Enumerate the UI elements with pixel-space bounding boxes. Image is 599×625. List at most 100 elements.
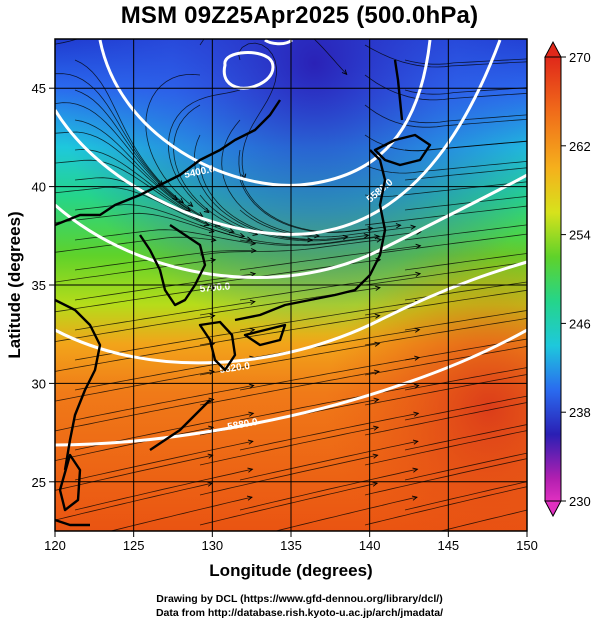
y-tick-label: 45 bbox=[32, 81, 46, 96]
streamline bbox=[55, 426, 214, 462]
streamline bbox=[404, 167, 527, 181]
streamline bbox=[199, 164, 348, 240]
streamline bbox=[55, 102, 178, 201]
streamline bbox=[74, 468, 253, 511]
streamline-arrowhead bbox=[578, 440, 583, 444]
streamline bbox=[74, 329, 255, 361]
streamline-arrowhead bbox=[246, 495, 253, 501]
streamline bbox=[55, 482, 213, 521]
streamline-arrowhead bbox=[539, 138, 544, 142]
streamline bbox=[74, 229, 256, 245]
coastlines bbox=[55, 59, 432, 527]
streamline bbox=[199, 426, 379, 466]
coast-ryukyu bbox=[149, 399, 211, 451]
streamline-arrowhead bbox=[414, 327, 421, 333]
streamline-arrowhead bbox=[363, 233, 370, 239]
streamline bbox=[364, 374, 527, 406]
streamline-arrowhead bbox=[582, 109, 587, 113]
streamline-arrowhead bbox=[208, 369, 215, 375]
colorbar: 270 262 254 246 238 230 bbox=[544, 40, 591, 518]
streamline-arrowhead bbox=[374, 341, 381, 347]
streamline-arrowhead bbox=[376, 237, 383, 243]
streamline bbox=[364, 289, 527, 316]
streamline bbox=[199, 482, 378, 526]
streamline bbox=[74, 301, 255, 331]
streamline-arrowhead bbox=[411, 495, 418, 501]
streamline bbox=[55, 454, 213, 491]
streamline-arrowhead bbox=[539, 370, 544, 374]
streamline-arrowhead bbox=[395, 223, 402, 229]
streamline-arrowhead bbox=[250, 271, 257, 277]
streamline bbox=[404, 310, 527, 331]
streamline bbox=[404, 195, 527, 211]
streamline bbox=[239, 468, 418, 511]
streamline bbox=[404, 452, 527, 481]
streamline bbox=[239, 231, 421, 247]
streamline-arrowhead bbox=[373, 425, 380, 431]
streamline-arrowhead bbox=[373, 397, 380, 403]
y-axis-label: Latitude (degrees) bbox=[5, 211, 24, 358]
coast-philippines bbox=[55, 518, 90, 527]
coast-china-east bbox=[55, 298, 102, 471]
streamline-arrowhead bbox=[540, 314, 545, 318]
streamline-arrowhead bbox=[580, 300, 585, 304]
streamline-arrowhead bbox=[373, 369, 380, 375]
streamline bbox=[145, 73, 201, 207]
streamline bbox=[55, 131, 191, 212]
streamline bbox=[239, 357, 420, 391]
streamline bbox=[199, 454, 378, 496]
streamline-arrowhead bbox=[415, 243, 422, 249]
figure-title: MSM 09Z25Apr2025 (500.0hPa) bbox=[120, 2, 479, 29]
streamline bbox=[199, 315, 380, 346]
x-axis: 120 125 130 135 140 145 150 bbox=[44, 531, 538, 553]
streamline-arrowhead bbox=[413, 411, 420, 417]
streamline bbox=[74, 440, 253, 481]
streamline bbox=[439, 509, 527, 531]
streamline-arrowhead bbox=[538, 454, 543, 458]
streamline-arrowhead bbox=[537, 116, 542, 120]
streamline bbox=[364, 486, 527, 526]
streamline bbox=[55, 186, 209, 226]
y-axis: 25 30 35 40 45 bbox=[32, 81, 55, 490]
streamline bbox=[74, 385, 254, 421]
streamline-arrowhead bbox=[249, 327, 256, 333]
streamline-arrowhead bbox=[541, 258, 546, 262]
streamline bbox=[74, 250, 256, 271]
streamline bbox=[167, 89, 241, 213]
streamline bbox=[364, 205, 527, 226]
streamline bbox=[239, 440, 418, 481]
streamline-arrowhead bbox=[374, 234, 381, 240]
streamline bbox=[55, 236, 216, 253]
streamline bbox=[173, 104, 258, 235]
streamline-arrowhead bbox=[412, 439, 419, 445]
contour-top-low bbox=[264, 39, 293, 46]
contour-5880 bbox=[55, 328, 527, 447]
streamline bbox=[364, 402, 527, 436]
contour-label-3: 5820.0 bbox=[219, 361, 251, 376]
streamline-arrowhead bbox=[581, 216, 586, 220]
streamline-arrowhead bbox=[538, 426, 543, 430]
map-plot-area: 5400.0 5700.0 5820.0 5880.0 5580.0 bbox=[55, 39, 587, 531]
streamline-arrowhead bbox=[582, 82, 587, 86]
y-tick-label: 30 bbox=[32, 376, 46, 391]
colorbar-tick-label: 270 bbox=[569, 50, 591, 65]
streamline-arrowhead bbox=[248, 383, 255, 389]
streamline-arrowhead bbox=[239, 232, 246, 238]
contour-5820 bbox=[55, 260, 527, 365]
streamline bbox=[199, 343, 380, 376]
streamline-arrowhead bbox=[412, 467, 419, 473]
streamline bbox=[199, 224, 380, 245]
streamline bbox=[199, 194, 369, 242]
streamline-arrowhead bbox=[208, 397, 215, 403]
x-tick-label: 120 bbox=[44, 538, 66, 553]
streamline bbox=[404, 338, 527, 361]
streamline-arrowhead bbox=[187, 201, 194, 207]
streamline-arrowhead bbox=[341, 69, 348, 76]
streamline bbox=[55, 315, 215, 343]
streamline-arrowhead bbox=[208, 425, 215, 431]
contour-label-4: 5880.0 bbox=[227, 417, 259, 433]
x-tick-label: 145 bbox=[437, 538, 459, 553]
streamline bbox=[55, 259, 216, 283]
streamline bbox=[364, 44, 527, 68]
